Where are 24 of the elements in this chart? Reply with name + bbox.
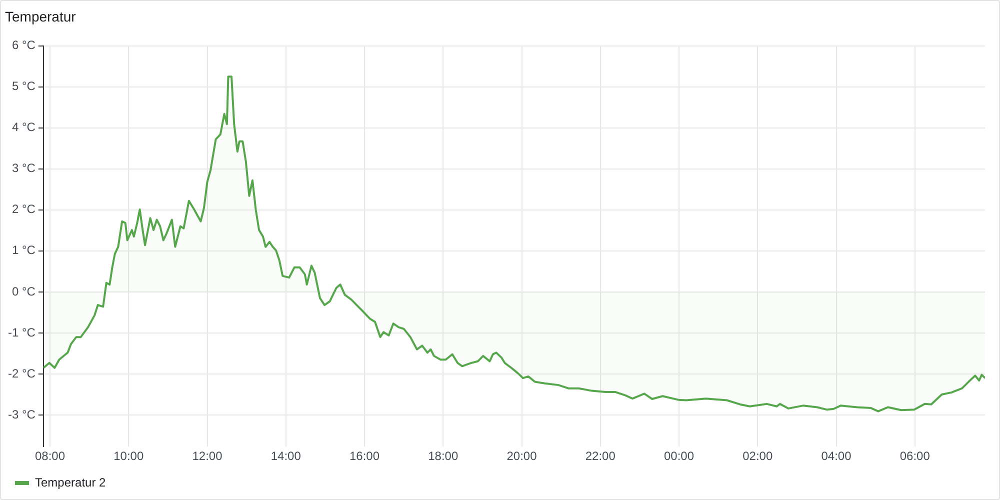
- x-tick-label: 00:00: [664, 449, 694, 464]
- x-tick-label: 18:00: [428, 449, 458, 464]
- y-tick-label: 1 °C: [12, 243, 36, 258]
- y-tick-label: 2 °C: [12, 202, 36, 216]
- x-tick-label: 14:00: [270, 449, 302, 464]
- x-tick-label: 16:00: [350, 449, 380, 464]
- legend-label: Temperatur 2: [35, 475, 106, 490]
- y-tick-label: -1 °C: [8, 325, 36, 340]
- x-tick-label: 04:00: [821, 449, 852, 464]
- y-tick-label: 0 °C: [12, 284, 36, 298]
- y-tick-label: 3 °C: [12, 161, 36, 176]
- x-tick-label: 06:00: [900, 449, 930, 464]
- x-tick-label: 20:00: [506, 449, 538, 464]
- y-tick-label: 5 °C: [12, 79, 36, 94]
- y-tick-label: 4 °C: [12, 120, 36, 134]
- x-tick-label: 02:00: [742, 449, 773, 464]
- x-tick-label: 10:00: [114, 449, 144, 464]
- x-tick-label: 12:00: [192, 449, 223, 464]
- x-tick-label: 22:00: [585, 449, 616, 464]
- chart-title: Temperatur: [5, 8, 76, 24]
- x-tick-label: 08:00: [35, 449, 66, 464]
- y-tick-label: -3 °C: [8, 407, 36, 422]
- y-tick-label: -2 °C: [8, 366, 36, 380]
- y-tick-label: 6 °C: [12, 38, 36, 52]
